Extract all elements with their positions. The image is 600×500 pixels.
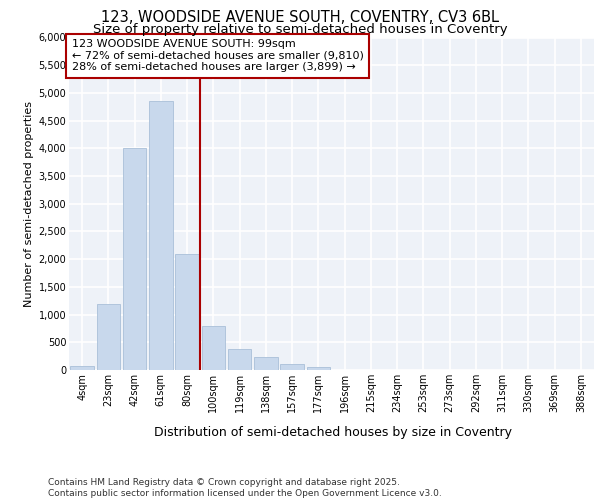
Bar [202,326,225,370]
Y-axis label: Number of semi-detached properties: Number of semi-detached properties [24,101,34,306]
Text: 123 WOODSIDE AVENUE SOUTH: 99sqm
← 72% of semi-detached houses are smaller (9,81: 123 WOODSIDE AVENUE SOUTH: 99sqm ← 72% o… [71,39,364,72]
Text: Size of property relative to semi-detached houses in Coventry: Size of property relative to semi-detach… [92,22,508,36]
Text: 123, WOODSIDE AVENUE SOUTH, COVENTRY, CV3 6BL: 123, WOODSIDE AVENUE SOUTH, COVENTRY, CV… [101,10,499,25]
Bar [70,366,94,370]
Bar [175,254,199,370]
Bar [254,358,278,370]
Bar [123,148,146,370]
Bar [307,367,330,370]
Bar [280,364,304,370]
Bar [149,101,173,370]
Text: Contains HM Land Registry data © Crown copyright and database right 2025.
Contai: Contains HM Land Registry data © Crown c… [48,478,442,498]
Text: Distribution of semi-detached houses by size in Coventry: Distribution of semi-detached houses by … [154,426,512,439]
Bar [228,350,251,370]
Bar [97,304,120,370]
